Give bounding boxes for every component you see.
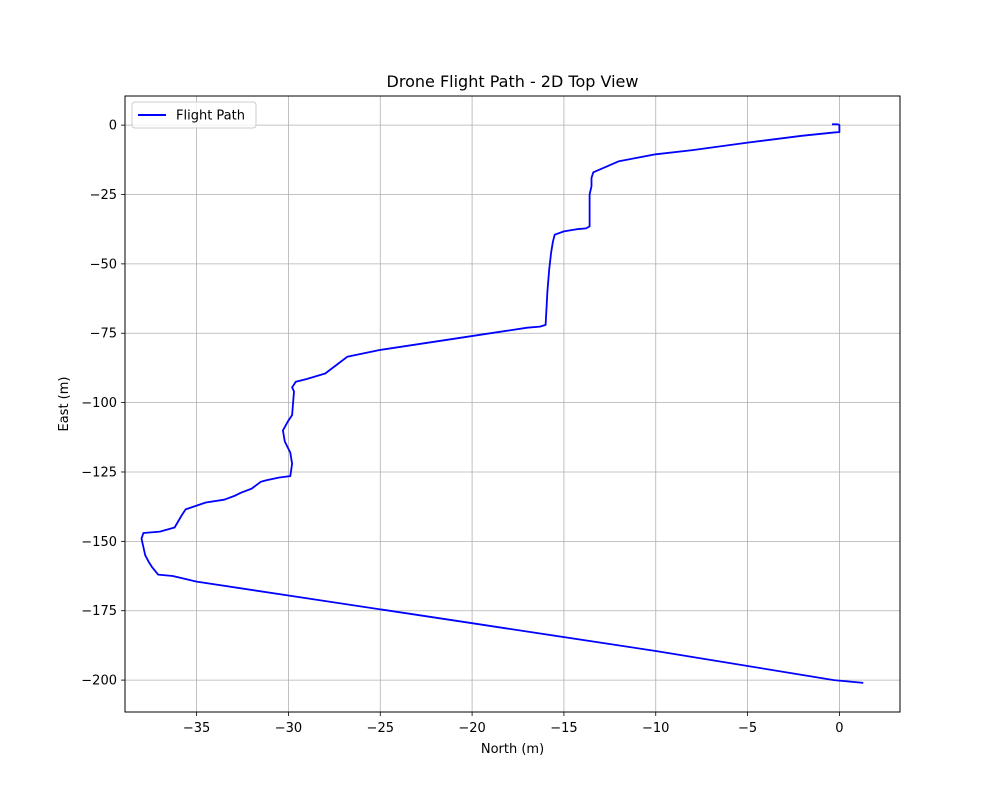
x-tick-label: −5	[738, 721, 757, 736]
flight-path-line	[140, 123, 864, 684]
y-tick-label: −150	[81, 535, 117, 550]
legend-label: Flight Path	[176, 109, 245, 124]
y-tick-label: −75	[90, 327, 117, 342]
x-tick-label: 0	[835, 721, 843, 736]
x-tick-label: −30	[275, 721, 302, 736]
x-tick-label: −35	[183, 721, 210, 736]
ticks: −35 −30 −25 −20 −15 −10 −5 00−25−50−75−100−125−…	[81, 119, 843, 736]
x-tick-label: −25	[367, 721, 394, 736]
x-axis-label: North (m)	[481, 742, 544, 757]
y-tick-label: −25	[90, 188, 117, 203]
y-axis-label: East (m)	[57, 377, 72, 432]
y-tick-label: 0	[109, 119, 117, 134]
y-tick-label: −125	[81, 465, 117, 480]
y-tick-label: −175	[81, 604, 117, 619]
series-layer	[140, 123, 864, 684]
y-tick-label: −100	[81, 396, 117, 411]
y-tick-label: −50	[90, 257, 117, 272]
legend-box	[131, 101, 257, 129]
y-tick-label: −200	[81, 674, 117, 689]
legend: Flight Path	[131, 101, 257, 129]
plot-frame	[124, 95, 901, 713]
x-tick-label: −15	[550, 721, 577, 736]
chart-title: Drone Flight Path - 2D Top View	[387, 72, 639, 91]
x-tick-label: −10	[642, 721, 669, 736]
x-tick-label: −20	[458, 721, 485, 736]
